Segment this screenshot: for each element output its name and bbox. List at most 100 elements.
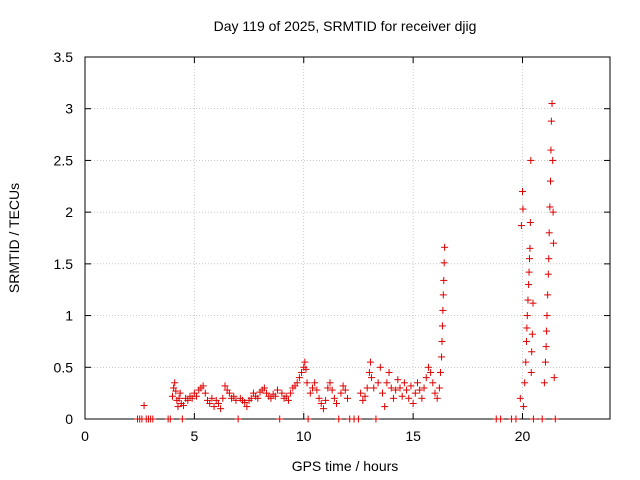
data-point [411,389,419,397]
data-point [208,394,216,402]
data-point [439,291,447,299]
data-point [405,394,413,402]
data-point [427,368,435,376]
data-point [523,312,531,320]
data-point [389,394,397,402]
x-tick-label: 10 [296,428,312,444]
data-point [525,281,533,289]
data-point [172,387,180,395]
data-point [418,394,426,402]
data-point [546,203,554,211]
data-point [175,394,183,402]
data-point [241,398,249,406]
data-point [521,379,529,387]
data-point [517,222,525,230]
data-point [254,394,262,402]
data-point [528,348,536,356]
data-point [439,306,447,314]
data-point [526,218,534,226]
data-point [435,384,443,392]
data-point [542,343,550,351]
x-tick-label: 0 [81,428,89,444]
data-point [274,386,281,394]
data-point [225,389,233,397]
data-point [326,379,334,387]
data-point [230,392,238,400]
data-point [330,394,338,402]
data-point [309,384,316,392]
data-point [549,156,557,164]
data-point [149,415,157,423]
data-point [287,389,295,397]
data-point [363,384,371,392]
data-point [337,389,345,397]
data-point [519,205,527,213]
data-point [315,394,323,402]
data-point [541,358,549,366]
data-point [396,384,404,392]
data-point [545,255,553,263]
data-point [311,379,319,387]
data-point [400,379,408,387]
data-point [169,392,176,400]
data-point [302,365,310,373]
data-point [438,322,446,330]
data-point [438,337,446,345]
data-point [295,374,303,382]
data-point [217,405,225,413]
data-point [550,239,558,247]
data-point [361,392,369,400]
data-point [440,276,448,284]
data-point [234,415,242,423]
data-point [372,415,380,423]
data-point [407,382,415,390]
data-point [550,374,558,382]
data-point [357,389,365,397]
data-point [529,415,537,423]
data-point [319,405,327,413]
data-point [354,415,362,423]
data-point [548,100,556,108]
data-point [365,368,373,376]
data-point [322,396,330,404]
data-point [526,244,534,252]
data-point [214,399,222,407]
data-point [538,415,546,423]
data-point [219,394,227,402]
data-point [282,392,290,400]
data-point [387,384,395,392]
data-point [416,386,424,394]
data-point [271,392,279,400]
data-point [433,394,441,402]
data-point [306,389,314,397]
data-point [278,389,286,397]
data-point [436,368,444,376]
x-tick-label: 15 [405,428,421,444]
data-point [188,394,196,402]
gridlines [85,57,610,419]
data-point [527,156,535,164]
data-point [551,415,559,423]
data-point [516,394,524,402]
data-point [383,379,391,387]
data-point [497,415,505,423]
data-point [379,389,386,397]
data-point [247,394,255,402]
data-point [429,379,437,387]
y-tick-label: 0 [65,411,73,427]
data-point [547,146,555,154]
x-tick-label: 5 [190,428,198,444]
data-point [359,396,367,404]
data-point [525,268,533,276]
data-point [298,368,306,376]
data-point [543,327,551,335]
data-point [527,368,535,376]
data-point [293,379,301,387]
data-point [178,415,186,423]
data-point [540,379,548,387]
data-point [522,337,530,345]
data-point [519,187,526,195]
data-point [176,389,184,397]
data-point [179,402,187,410]
data-point [394,376,402,384]
